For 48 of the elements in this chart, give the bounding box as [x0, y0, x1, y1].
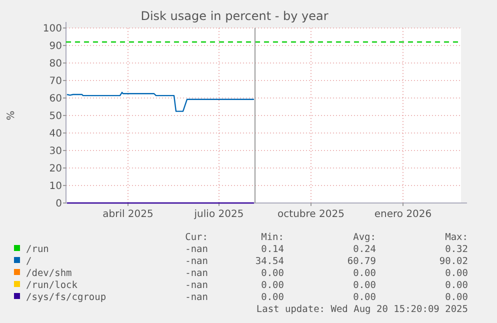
- text: -nan: [185, 280, 208, 291]
- x-tick-label: julio 2025: [193, 209, 244, 220]
- text: -nan: [185, 268, 208, 279]
- text: 0.24: [353, 244, 376, 255]
- y-tick-label: 60: [49, 94, 62, 104]
- legend-label: /sys/fs/cgroup: [26, 292, 106, 303]
- text: 90.02: [439, 256, 468, 267]
- y-tick-label: 50: [49, 111, 62, 122]
- legend-label: /dev/shm: [26, 268, 72, 279]
- text: Max:: [445, 232, 468, 243]
- text: -nan: [185, 244, 208, 255]
- y-tick-label: 90: [49, 41, 62, 52]
- text: 0.00: [353, 280, 376, 291]
- text: Min:: [261, 232, 284, 243]
- y-tick-label: 70: [49, 76, 62, 87]
- y-tick-label: 100: [42, 24, 62, 34]
- x-tick-label: abril 2025: [102, 209, 154, 220]
- line-series: [66, 92, 255, 112]
- y-tick-label: 0: [56, 198, 62, 210]
- y-axis-title: %: [6, 110, 17, 120]
- text: Cur:: [185, 232, 208, 243]
- text: -nan: [185, 292, 208, 303]
- text: 0.00: [445, 280, 468, 291]
- text: 34.54: [255, 256, 284, 267]
- legend-label: /run/lock: [26, 280, 78, 291]
- text: -nan: [185, 256, 208, 267]
- text: 0.00: [353, 268, 376, 279]
- text: 0.00: [261, 292, 284, 303]
- text: 0.32: [445, 244, 468, 255]
- text: 0.14: [261, 244, 284, 255]
- chart-title: Disk usage in percent - by year: [140, 9, 328, 23]
- legend-label: /: [26, 256, 32, 267]
- text: 0.00: [445, 268, 468, 279]
- y-tick-label: 20: [49, 164, 62, 174]
- text: 0.00: [353, 292, 376, 303]
- text: 60.79: [347, 256, 376, 267]
- y-tick-label: 30: [49, 146, 62, 157]
- text: Last update: Wed Aug 20 15:20:09 2025: [256, 304, 468, 315]
- text: 0.00: [261, 280, 284, 291]
- legend-label: /run: [26, 244, 49, 255]
- y-tick-label: 80: [49, 58, 62, 70]
- y-tick-label: 40: [49, 128, 62, 140]
- text: 0.00: [261, 268, 284, 279]
- y-tick-label: 10: [49, 181, 62, 192]
- x-tick-label: enero 2026: [374, 209, 432, 220]
- x-tick-label: octubre 2025: [278, 209, 344, 220]
- text: Avg:: [353, 232, 376, 243]
- text: 0.00: [445, 292, 468, 303]
